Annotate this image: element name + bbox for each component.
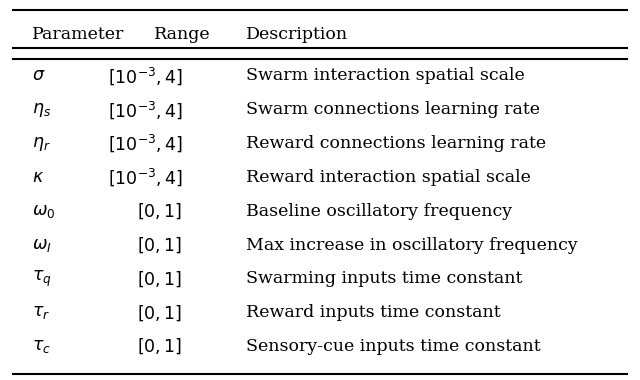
Text: $\eta_r$: $\eta_r$ [32, 135, 51, 153]
Text: $\kappa$: $\kappa$ [32, 169, 44, 186]
Text: $\omega_I$: $\omega_I$ [32, 237, 52, 253]
Text: Reward connections learning rate: Reward connections learning rate [246, 135, 547, 152]
Text: $[0, 1]$: $[0, 1]$ [137, 337, 182, 356]
Text: Swarm interaction spatial scale: Swarm interaction spatial scale [246, 68, 525, 84]
Text: Max increase in oscillatory frequency: Max increase in oscillatory frequency [246, 237, 578, 253]
Text: $[0, 1]$: $[0, 1]$ [137, 303, 182, 323]
Text: $\omega_0$: $\omega_0$ [32, 203, 56, 220]
Text: Swarm connections learning rate: Swarm connections learning rate [246, 101, 540, 118]
Text: $[0, 1]$: $[0, 1]$ [137, 235, 182, 255]
Text: Swarming inputs time constant: Swarming inputs time constant [246, 271, 523, 287]
Text: $[0, 1]$: $[0, 1]$ [137, 269, 182, 289]
Text: $\eta_s$: $\eta_s$ [32, 101, 51, 119]
Text: Reward interaction spatial scale: Reward interaction spatial scale [246, 169, 531, 186]
Text: Sensory-cue inputs time constant: Sensory-cue inputs time constant [246, 338, 541, 355]
Text: $[10^{-3}, 4]$: $[10^{-3}, 4]$ [108, 133, 182, 154]
Text: Description: Description [246, 26, 349, 43]
Text: $\tau_r$: $\tau_r$ [32, 304, 50, 321]
Text: $\tau_c$: $\tau_c$ [32, 338, 51, 355]
Text: Range: Range [154, 26, 211, 43]
Text: $[0, 1]$: $[0, 1]$ [137, 201, 182, 221]
Text: $\tau_q$: $\tau_q$ [32, 269, 52, 289]
Text: Reward inputs time constant: Reward inputs time constant [246, 304, 501, 321]
Text: Parameter: Parameter [32, 26, 124, 43]
Text: $[10^{-3}, 4]$: $[10^{-3}, 4]$ [108, 167, 182, 188]
Text: Baseline oscillatory frequency: Baseline oscillatory frequency [246, 203, 513, 220]
Text: $[10^{-3}, 4]$: $[10^{-3}, 4]$ [108, 99, 182, 120]
Text: $\sigma$: $\sigma$ [32, 68, 45, 84]
Text: $[10^{-3}, 4]$: $[10^{-3}, 4]$ [108, 65, 182, 87]
